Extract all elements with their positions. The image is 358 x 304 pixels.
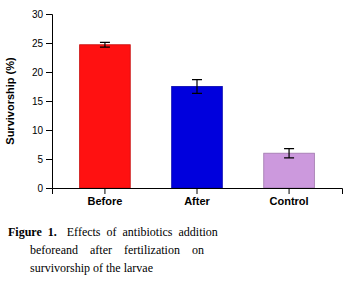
y-axis: 0 5 10 15 20 25 30 [32, 9, 53, 194]
tick-mark [46, 188, 52, 189]
tick-mark [46, 72, 52, 73]
tick-label: 30 [32, 9, 44, 20]
tick-label: After [184, 195, 210, 207]
axis-line [53, 189, 343, 195]
annotation: survivorship of the larvae [30, 261, 153, 275]
tick-label: 15 [32, 96, 44, 107]
y-tick: 15 [32, 96, 52, 107]
tick-label: Before [88, 195, 123, 207]
tick-mark [197, 188, 198, 194]
y-tick: 20 [32, 67, 52, 78]
annotation: Figure 1. [8, 225, 57, 239]
tick-mark [46, 14, 52, 15]
x-tick: Before [88, 188, 123, 207]
error-bar [100, 42, 110, 47]
tick-mark [46, 159, 52, 160]
y-tick: 25 [32, 38, 52, 49]
tick-mark [46, 101, 52, 102]
y-tick: 0 [37, 183, 52, 194]
y-tick: 30 [32, 9, 52, 20]
plot: 0 5 10 15 20 25 30 Before After Control [32, 9, 343, 207]
x-axis: Before After Control [53, 188, 343, 207]
tick-label: 10 [32, 125, 44, 136]
tick-mark [289, 188, 290, 194]
annotation: Effects of antibiotics addition [67, 225, 218, 239]
chart: 0 5 10 15 20 25 30 Before After Control Survivorsh… [0, 0, 358, 304]
y-tick: 10 [32, 125, 52, 136]
error-bar [192, 80, 202, 94]
x-tick: Control [270, 188, 309, 207]
axis-line [46, 15, 53, 189]
bar [80, 45, 131, 188]
bar [172, 87, 223, 189]
y-axis-title: Survivorship (%) [4, 57, 16, 145]
tick-label: 20 [32, 67, 44, 78]
tick-label: Control [270, 195, 309, 207]
tick-label: 5 [37, 154, 43, 165]
y-tick: 5 [37, 154, 52, 165]
annotation: beforeand after fertilization on [30, 243, 204, 257]
x-tick: After [184, 188, 210, 207]
tick-mark [46, 130, 52, 131]
tick-mark [46, 43, 52, 44]
marks [80, 42, 315, 188]
tick-label: 0 [37, 183, 43, 194]
caption: Figure 1. Effects of antibiotics addition… [8, 225, 218, 275]
tick-label: 25 [32, 38, 44, 49]
error-bar [284, 149, 294, 158]
tick-mark [104, 188, 105, 194]
